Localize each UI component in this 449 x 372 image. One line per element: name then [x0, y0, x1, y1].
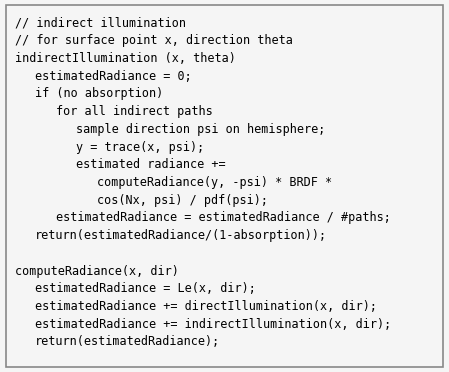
- Text: return(estimatedRadiance/(1-absorption));: return(estimatedRadiance/(1-absorption))…: [35, 229, 327, 242]
- Text: estimatedRadiance += directIllumination(x, dir);: estimatedRadiance += directIllumination(…: [35, 300, 377, 313]
- FancyBboxPatch shape: [6, 5, 443, 367]
- Text: estimatedRadiance = estimatedRadiance / #paths;: estimatedRadiance = estimatedRadiance / …: [56, 211, 391, 224]
- Text: sample direction psi on hemisphere;: sample direction psi on hemisphere;: [76, 123, 326, 136]
- Text: estimatedRadiance = 0;: estimatedRadiance = 0;: [35, 70, 192, 83]
- Text: estimatedRadiance = Le(x, dir);: estimatedRadiance = Le(x, dir);: [35, 282, 256, 295]
- Text: // indirect illumination: // indirect illumination: [15, 17, 186, 30]
- Text: if (no absorption): if (no absorption): [35, 87, 163, 100]
- Text: computeRadiance(x, dir): computeRadiance(x, dir): [15, 264, 179, 278]
- Text: estimated radiance +=: estimated radiance +=: [76, 158, 226, 171]
- Text: y = trace(x, psi);: y = trace(x, psi);: [76, 141, 205, 154]
- Text: estimatedRadiance += indirectIllumination(x, dir);: estimatedRadiance += indirectIlluminatio…: [35, 318, 392, 331]
- Text: computeRadiance(y, -psi) * BRDF *: computeRadiance(y, -psi) * BRDF *: [97, 176, 332, 189]
- Text: cos(Nx, psi) / pdf(psi);: cos(Nx, psi) / pdf(psi);: [97, 194, 268, 207]
- Text: indirectIllumination (x, theta): indirectIllumination (x, theta): [15, 52, 236, 65]
- Text: for all indirect paths: for all indirect paths: [56, 105, 212, 118]
- Text: // for surface point x, direction theta: // for surface point x, direction theta: [15, 34, 293, 47]
- Text: return(estimatedRadiance);: return(estimatedRadiance);: [35, 335, 220, 348]
